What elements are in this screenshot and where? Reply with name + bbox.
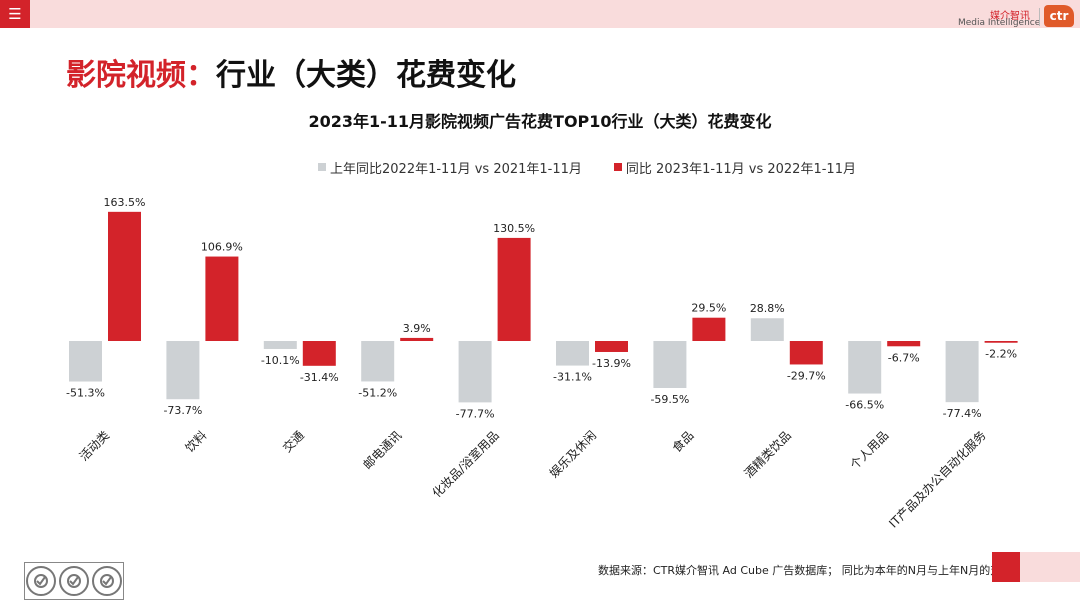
page-title-accent: 影院视频： <box>66 58 216 93</box>
legend-item-prev: 上年同比2022年1-11月 vs 2021年1-11月 <box>318 158 582 177</box>
data-label-curr-7: -29.7% <box>787 369 826 382</box>
bar-prev-9 <box>945 341 979 403</box>
bar-curr-7 <box>789 341 823 365</box>
ctr-logo-icon: ctr <box>1044 5 1074 27</box>
category-label-7: 酒精类饮品 <box>742 428 794 480</box>
bar-curr-1 <box>205 256 239 341</box>
data-label-curr-3: 3.9% <box>403 322 431 335</box>
top-header-strip <box>0 0 1080 28</box>
legend-item-curr: 同比 2023年1-11月 vs 2022年1-11月 <box>613 158 856 177</box>
sgs-seal-icon <box>91 566 122 596</box>
bar-prev-1 <box>166 341 200 400</box>
page-title: 影院视频：行业（大类）花费变化 <box>66 50 516 94</box>
chart-title: 2023年1-11月影院视频广告花费TOP10行业（大类）花费变化 <box>308 112 772 131</box>
bar-curr-2 <box>302 341 336 366</box>
bar-prev-4 <box>458 341 492 403</box>
bar-curr-3 <box>400 337 434 341</box>
legend-label-curr: 同比 2023年1-11月 vs 2022年1-11月 <box>625 161 856 177</box>
data-label-prev-5: -31.1% <box>553 371 592 384</box>
certification-badges <box>24 562 124 600</box>
logo-en-text: Media Intelligence <box>958 18 1041 28</box>
data-label-prev-4: -77.7% <box>456 407 495 420</box>
bar-prev-6 <box>653 341 687 389</box>
bar-prev-8 <box>848 341 882 394</box>
logo-divider <box>1039 8 1040 26</box>
category-label-6: 食品 <box>669 428 697 456</box>
data-label-prev-1: -73.7% <box>163 404 202 417</box>
data-label-curr-2: -31.4% <box>300 371 339 384</box>
data-label-curr-5: -13.9% <box>592 357 631 370</box>
data-label-curr-0: 163.5% <box>104 196 146 209</box>
data-label-prev-0: -51.3% <box>66 387 105 400</box>
category-label-5: 娱乐及休闲 <box>547 428 599 480</box>
footer-strip <box>1020 552 1080 582</box>
category-label-8: 个人用品 <box>847 428 891 472</box>
data-label-curr-1: 106.9% <box>201 241 243 254</box>
bar-curr-8 <box>887 341 921 347</box>
bar-curr-6 <box>692 317 726 341</box>
menu-button[interactable]: ☰ <box>0 0 30 28</box>
data-label-curr-8: -6.7% <box>888 351 920 364</box>
data-source-note: 数据来源：CTR媒介智讯 Ad Cube 广告数据库； 同比为本年的N月与上年N… <box>598 564 1013 577</box>
legend-swatch-curr <box>613 163 622 171</box>
data-label-curr-4: 130.5% <box>493 222 535 235</box>
footer-accent-block <box>992 552 1020 582</box>
bar-prev-5 <box>556 341 589 366</box>
data-label-prev-6: -59.5% <box>650 393 689 406</box>
legend-label-prev: 上年同比2022年1-11月 vs 2021年1-11月 <box>330 161 582 177</box>
legend-swatch-prev <box>318 163 326 171</box>
bar-curr-0 <box>108 211 141 341</box>
data-label-prev-3: -51.2% <box>358 386 397 399</box>
chart-legend: 上年同比2022年1-11月 vs 2021年1-11月 同比 2023年1-1… <box>318 158 888 177</box>
data-label-curr-6: 29.5% <box>691 302 726 315</box>
category-label-9: IT产品及办公自动化服务 <box>886 428 989 531</box>
page-title-main: 行业（大类）花费变化 <box>216 58 516 93</box>
sgs-seal-icon <box>26 566 57 596</box>
data-label-curr-9: -2.2% <box>985 348 1017 361</box>
bar-curr-4 <box>497 237 531 341</box>
category-label-1: 饮料 <box>183 428 210 455</box>
data-label-prev-8: -66.5% <box>845 399 884 412</box>
category-label-2: 交通 <box>279 428 307 456</box>
bar-prev-2 <box>263 341 297 349</box>
data-label-prev-7: 28.8% <box>750 302 785 315</box>
category-label-4: 化妆品/浴室用品 <box>429 428 502 501</box>
category-label-0: 活动类 <box>77 428 112 463</box>
bar-curr-5 <box>595 341 628 352</box>
sgs-seal-icon <box>58 566 89 596</box>
bar-chart: -51.3% 163.5% 活动类 -73.7% 106.9% 饮料 -10.1%-31.4… <box>66 196 1018 531</box>
category-label-3: 邮电通讯 <box>360 428 404 472</box>
hamburger-menu-icon: ☰ <box>8 5 22 23</box>
bar-prev-3 <box>361 341 395 382</box>
logo-cn-text: 媒介智讯 <box>990 11 1030 22</box>
data-label-prev-2: -10.1% <box>261 354 300 367</box>
bar-curr-9 <box>984 341 1018 343</box>
bar-prev-7 <box>750 318 784 341</box>
bar-prev-0 <box>69 341 102 382</box>
data-label-prev-9: -77.4% <box>943 407 982 420</box>
